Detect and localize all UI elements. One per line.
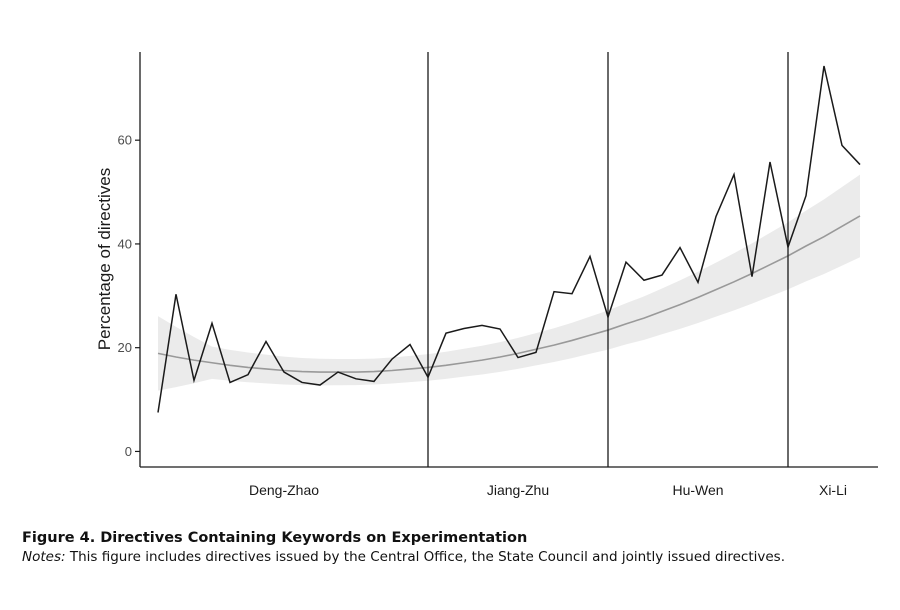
period-label: Xi-Li	[819, 482, 847, 498]
y-tick-label: 0	[125, 444, 132, 459]
figure-title: Figure 4. Directives Containing Keywords…	[22, 530, 528, 546]
y-axis-label: Percentage of directives	[95, 168, 114, 350]
series-line	[157, 65, 861, 413]
period-divider-layer	[427, 52, 789, 467]
y-tick-label: 40	[118, 236, 132, 251]
figure-notes: Notes: This figure includes directives i…	[22, 549, 882, 565]
figure-caption: Figure 4. Directives Containing Keywords…	[22, 530, 882, 565]
period-label-layer: Deng-Zhao Jiang-Zhu Hu-Wen Xi-Li	[249, 482, 847, 498]
notes-label: Notes:	[22, 549, 66, 565]
period-label: Deng-Zhao	[249, 482, 319, 498]
period-label: Hu-Wen	[672, 482, 723, 498]
trend-line	[157, 215, 861, 373]
y-tick-layer: 0 20 40 60	[118, 133, 140, 459]
series-line-layer	[157, 65, 861, 413]
line-chart: 0 20 40 60 Deng-Zhao Jiang-Zhu Hu-Wen Xi-Li Pe…	[95, 52, 878, 498]
trend-line-layer	[157, 215, 861, 373]
axes	[139, 52, 878, 468]
confidence-band	[158, 174, 860, 391]
notes-text: This figure includes directives issued b…	[65, 549, 785, 565]
y-tick-label: 60	[118, 133, 132, 148]
period-label: Jiang-Zhu	[487, 482, 549, 498]
y-tick-label: 20	[118, 340, 132, 355]
confidence-band-layer	[158, 174, 860, 391]
